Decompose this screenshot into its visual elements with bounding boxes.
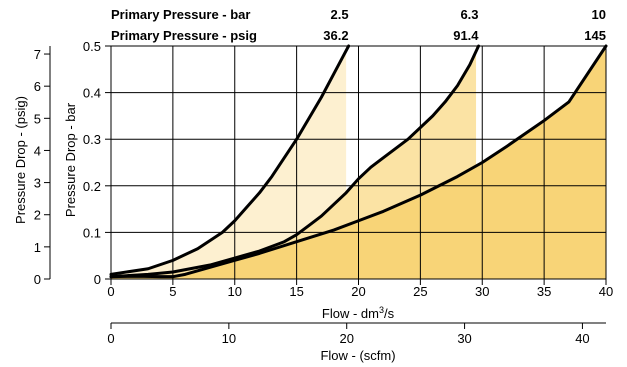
- x-tick-label: 10: [228, 284, 242, 299]
- region-fill-1: [111, 46, 349, 279]
- x-axis-label: Flow - dm3/s: [322, 305, 395, 321]
- x-tick-label: 40: [599, 284, 613, 299]
- header-row-value: 2.5: [331, 7, 349, 22]
- y-tick-label: 0.3: [83, 132, 101, 147]
- x-tick-label: 30: [475, 284, 489, 299]
- primary-pressure-header: Primary Pressure - bar 2.5 6.3 10 Primary Pr…: [111, 7, 606, 43]
- x2-tick-label: 20: [339, 331, 353, 346]
- y2-tick-label: 2: [34, 208, 41, 223]
- curve-3: [109, 44, 608, 279]
- y2-tick-label: 7: [34, 47, 41, 62]
- y2-tick-label: 3: [34, 176, 41, 191]
- y2-tick-label: 5: [34, 111, 41, 126]
- x2-axis-label: Flow - (scfm): [320, 348, 395, 363]
- header-row-value: 145: [584, 28, 606, 43]
- x-tick-label: 35: [537, 284, 551, 299]
- x-tick-label: 5: [169, 284, 176, 299]
- flow-curves: [109, 44, 608, 279]
- y-tick-label: 0.2: [83, 179, 101, 194]
- x2-tick-label: 0: [107, 331, 114, 346]
- x-tick-label: 20: [351, 284, 365, 299]
- y2-tick-label: 0: [34, 272, 41, 287]
- x2-tick-label: 10: [222, 331, 236, 346]
- header-row-label: Primary Pressure - psig: [111, 28, 257, 43]
- curve-2: [109, 44, 481, 279]
- header-row-value: 91.4: [453, 28, 479, 43]
- y2-tick-label: 4: [34, 143, 41, 158]
- y-tick-label: 0: [94, 272, 101, 287]
- y-tick-label: 0.4: [83, 86, 101, 101]
- x-tick-label: 0: [107, 284, 114, 299]
- x2-tick-label: 30: [457, 331, 471, 346]
- y-tick-label: 0.5: [83, 39, 101, 54]
- y2-tick-label: 6: [34, 79, 41, 94]
- gridlines: [110, 45, 607, 280]
- y2-axis-label: Pressure Drop - (psig): [13, 96, 28, 224]
- header-row-value: 10: [592, 7, 606, 22]
- header-row-value: 36.2: [323, 28, 348, 43]
- header-row-value: 6.3: [460, 7, 478, 22]
- curve-1: [109, 44, 351, 276]
- y-tick-label: 0.1: [83, 225, 101, 240]
- x-tick-label: 25: [413, 284, 427, 299]
- x2-tick-label: 40: [575, 331, 589, 346]
- x-tick-label: 15: [289, 284, 303, 299]
- y-axis-label: Pressure Drop - bar: [63, 102, 78, 217]
- header-row-label: Primary Pressure - bar: [111, 7, 250, 22]
- y2-tick-label: 1: [34, 240, 41, 255]
